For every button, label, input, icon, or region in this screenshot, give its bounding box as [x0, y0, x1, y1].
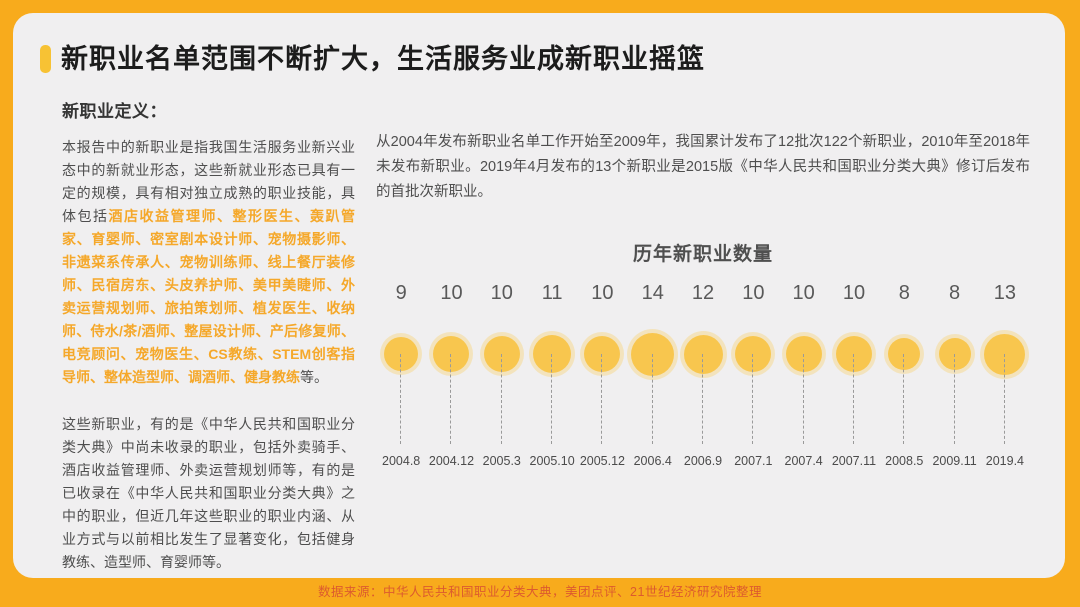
- content-columns: 新职业定义： 本报告中的新职业是指我国生活服务业新兴业态中的新就业形态，这些新就…: [62, 97, 1030, 574]
- bubble-value-label: 10: [842, 282, 866, 305]
- x-axis-tick-label: 2005.10: [529, 454, 575, 469]
- bubble-stem-line: [551, 354, 553, 445]
- bubble-stem-line: [400, 354, 402, 445]
- bubble-value-label: 13: [993, 282, 1017, 305]
- bubble-zone: [829, 312, 879, 452]
- bubble-marker: [384, 337, 419, 372]
- chart-column: 10 2004.12: [426, 282, 476, 468]
- bubble-value-label: 10: [591, 282, 614, 305]
- definition-text-prefix: 本报告中的新职业是指我国生活服务业新兴业态中的新就业形态，这些新就业形态已具有一…: [62, 139, 355, 225]
- chart-title: 历年新职业数量: [632, 244, 773, 266]
- bubble-stem-line: [752, 354, 754, 445]
- bubble-zone: [929, 312, 979, 452]
- bubble-value-label: 10: [792, 282, 815, 305]
- bubble-marker: [785, 336, 822, 373]
- classification-paragraph: 这些新职业，有的是《中华人民共和国职业分类大典》中尚未收录的职业，包括外卖骑手、…: [62, 416, 355, 571]
- bubble-zone: [678, 312, 728, 452]
- chart-column: 8 2009.11: [929, 282, 979, 468]
- bubble-value-label: 10: [440, 282, 463, 305]
- x-axis-tick-label: 2008.5: [885, 454, 924, 469]
- x-axis-tick-label: 2009.11: [932, 454, 977, 469]
- bubble-marker: [631, 332, 675, 376]
- bubble-marker: [483, 336, 520, 373]
- chart-column: 12 2006.9: [678, 282, 728, 468]
- bubble-zone: [527, 312, 577, 452]
- bubble-marker: [533, 335, 572, 374]
- bubble-zone: [477, 312, 527, 452]
- title-row: 新职业名单范围不断扩大，生活服务业成新职业摇篮: [40, 43, 1065, 75]
- bubble-marker: [735, 336, 772, 373]
- x-axis-tick-label: 2006.9: [683, 454, 723, 469]
- chart-column: 14 2006.4: [628, 282, 678, 468]
- bubble-value-label: 10: [490, 282, 513, 305]
- x-axis-tick-label: 2007.4: [784, 454, 823, 469]
- bubble-marker: [683, 334, 723, 374]
- chart-column: 10 2007.4: [779, 282, 829, 468]
- chart-panel: 从2004年发布新职业名单工作开始至2009年，我国累计发布了12批次122个新…: [376, 97, 1030, 574]
- bubble-zone: [376, 312, 426, 452]
- data-source-note: 数据来源：中华人民共和国职业分类大典，美团点评、21世纪经济研究院整理: [318, 585, 762, 599]
- chart-column: 9 2004.8: [376, 282, 426, 468]
- bubble-marker: [835, 336, 872, 373]
- bubble-stem-line: [500, 354, 502, 445]
- bubble-value-label: 14: [641, 282, 664, 305]
- chart-column: 10 2007.11: [829, 282, 879, 468]
- x-axis-tick-label: 2005.3: [482, 454, 521, 469]
- bubble-stem-line: [702, 354, 704, 445]
- definition-panel: 新职业定义： 本报告中的新职业是指我国生活服务业新兴业态中的新就业形态，这些新就…: [62, 97, 355, 574]
- bubble-stem-line: [852, 354, 854, 445]
- bubble-marker: [888, 338, 921, 371]
- chart-column: 10 2005.3: [477, 282, 527, 468]
- bubble-value-label: 8: [949, 282, 961, 305]
- chart-column: 10 2007.1: [728, 282, 778, 468]
- x-axis-tick-label: 2004.8: [382, 454, 421, 469]
- new-occupations-chart: 历年新职业数量 9 2004.8 10 2004.12 10 2005.3 11 2005.1…: [376, 239, 1030, 468]
- bubble-stem-line: [953, 354, 955, 445]
- chart-column: 13 2019.4: [980, 282, 1030, 468]
- definition-heading: 新职业定义：: [62, 102, 167, 122]
- x-axis-tick-label: 2007.1: [734, 454, 773, 469]
- bubble-stem-line: [651, 354, 653, 445]
- bubble-marker: [433, 336, 470, 373]
- bubble-value-label: 10: [742, 282, 765, 305]
- bubble-stem-line: [903, 354, 905, 445]
- bubble-stem-line: [802, 354, 804, 445]
- x-axis-tick-label: 2005.12: [579, 454, 625, 469]
- bubble-marker: [984, 333, 1026, 375]
- bubble-zone: [728, 312, 778, 452]
- bubble-zone: [779, 312, 829, 452]
- x-axis-tick-label: 2004.12: [428, 454, 475, 469]
- definition-paragraph: 本报告中的新职业是指我国生活服务业新兴业态中的新就业形态，这些新就业形态已具有一…: [62, 136, 355, 389]
- bubble-value-label: 12: [691, 282, 715, 305]
- bubble-zone: [980, 312, 1030, 452]
- chart-plot-area: 9 2004.8 10 2004.12 10 2005.3 11 2005.10 10 2005.…: [376, 282, 1030, 468]
- bubble-value-label: 8: [898, 282, 910, 305]
- chart-column: 8 2008.5: [879, 282, 929, 468]
- bubble-value-label: 9: [395, 282, 407, 305]
- x-axis-tick-label: 2006.4: [633, 454, 672, 469]
- bubble-zone: [426, 312, 476, 452]
- title-accent-bar: [40, 45, 51, 74]
- x-axis-tick-label: 2007.11: [831, 454, 877, 469]
- x-axis-tick-label: 2019.4: [985, 454, 1025, 469]
- bubble-zone: [879, 312, 929, 452]
- chart-column: 10 2005.12: [577, 282, 627, 468]
- bubble-stem-line: [601, 354, 603, 445]
- bubble-marker: [938, 338, 971, 371]
- bubble-stem-line: [450, 354, 452, 445]
- content-card: 新职业名单范围不断扩大，生活服务业成新职业摇篮 新职业定义： 本报告中的新职业是…: [13, 13, 1065, 578]
- new-occupations-list: 酒店收益管理师、整形医生、轰趴管家、育婴师、密室剧本设计师、宠物摄影师、非遗菜系…: [62, 208, 355, 386]
- bubble-value-label: 11: [541, 282, 563, 305]
- chart-column: 11 2005.10: [527, 282, 577, 468]
- page-title: 新职业名单范围不断扩大，生活服务业成新职业摇篮: [61, 44, 705, 74]
- bubble-zone: [628, 312, 678, 452]
- bubble-marker: [584, 336, 621, 373]
- definition-text-suffix: 等。: [300, 369, 328, 386]
- bubble-stem-line: [1003, 354, 1005, 445]
- history-paragraph: 从2004年发布新职业名单工作开始至2009年，我国累计发布了12批次122个新…: [376, 134, 1030, 201]
- bubble-zone: [577, 312, 627, 452]
